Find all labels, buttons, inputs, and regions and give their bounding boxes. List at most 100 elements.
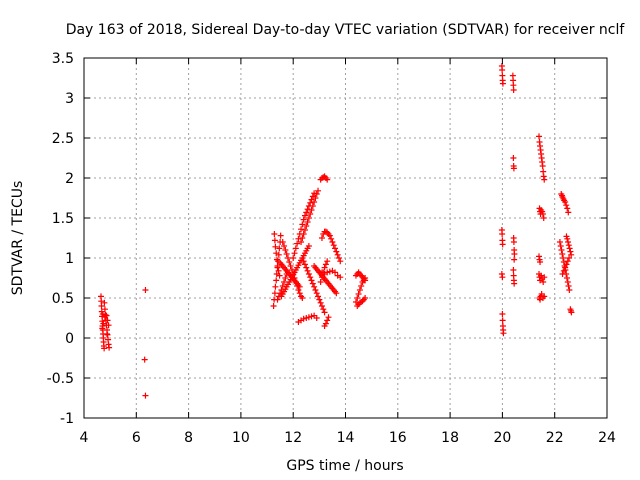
data-point [318,274,325,281]
data-point [324,258,331,265]
data-point [142,287,149,293]
data-point [273,250,280,257]
data-point [355,291,362,297]
data-point [105,322,112,329]
data-point [563,261,570,268]
data-point [564,279,571,285]
data-point [311,199,318,205]
data-point [296,290,303,297]
data-point [284,255,291,261]
data-point [537,259,544,265]
data-point [312,287,319,293]
data-point [565,209,572,216]
data-point [271,290,278,297]
data-point [99,325,106,332]
data-point [563,202,570,209]
data-point [271,231,278,237]
data-point [303,223,310,229]
data-point [305,314,312,321]
data-point [356,287,363,293]
data-point [499,231,506,237]
data-point [564,205,571,212]
data-point [499,274,506,281]
data-point [333,248,340,255]
data-point [98,303,105,309]
data-point [305,215,312,221]
y-tick-label: -1 [60,411,74,427]
data-point [334,251,341,258]
data-point [562,199,569,205]
data-point [558,247,565,253]
data-point [271,237,278,244]
data-point [304,267,311,274]
chart-title: Day 163 of 2018, Sidereal Day-to-day VTE… [66,22,626,38]
data-point [539,163,546,169]
data-point [568,309,575,316]
data-point [275,267,282,274]
data-point [100,320,107,327]
data-point [273,277,280,284]
data-point [283,251,290,257]
data-point [315,293,322,300]
data-point [500,330,507,337]
data-point [101,299,108,306]
data-point [320,174,327,181]
data-point [337,274,344,281]
data-point [335,255,342,261]
x-tick-label: 10 [232,430,250,446]
data-point [332,269,339,276]
data-point [295,235,302,242]
data-point [510,239,517,245]
data-point [300,216,307,223]
data-point [332,245,339,252]
data-point [326,232,333,239]
data-point [273,256,280,263]
x-tick-label: 16 [389,430,407,446]
data-point [567,248,574,255]
x-tick-label: 22 [546,430,564,446]
data-point [324,176,331,183]
x-tick-label: 14 [337,430,355,446]
y-tick-label: 3.5 [52,51,74,67]
data-point [277,232,284,239]
data-point [328,235,335,242]
data-point [142,392,149,399]
data-point [563,275,570,281]
data-point [301,227,308,233]
data-point [329,239,336,245]
data-point [362,295,369,301]
data-point [560,267,567,274]
data-point [300,315,307,322]
data-point [562,264,569,271]
data-point [295,287,302,293]
data-point [326,268,333,275]
data-point [541,293,548,300]
data-point [316,296,323,303]
data-point [499,80,506,87]
data-point [540,215,547,221]
data-point [318,303,325,309]
data-point [499,241,506,248]
y-axis-label: SDTVAR / TECUs [10,181,26,296]
data-point [566,245,573,252]
data-point [272,283,279,290]
data-point [538,272,545,279]
data-point [272,243,279,250]
data-point [307,211,314,217]
data-point [106,344,113,351]
x-axis-label: GPS time / hours [286,458,403,474]
data-point [291,250,298,257]
data-point [101,306,108,313]
data-point [307,274,314,281]
data-point [317,299,324,306]
y-tick-label: 1.5 [52,211,74,227]
data-point [320,306,327,313]
data-point [286,259,293,265]
data-point [303,264,310,271]
data-point [321,264,328,271]
data-point [511,280,518,287]
data-point [337,258,344,265]
data-point [141,356,148,363]
data-point [290,271,297,277]
data-point [292,279,299,285]
